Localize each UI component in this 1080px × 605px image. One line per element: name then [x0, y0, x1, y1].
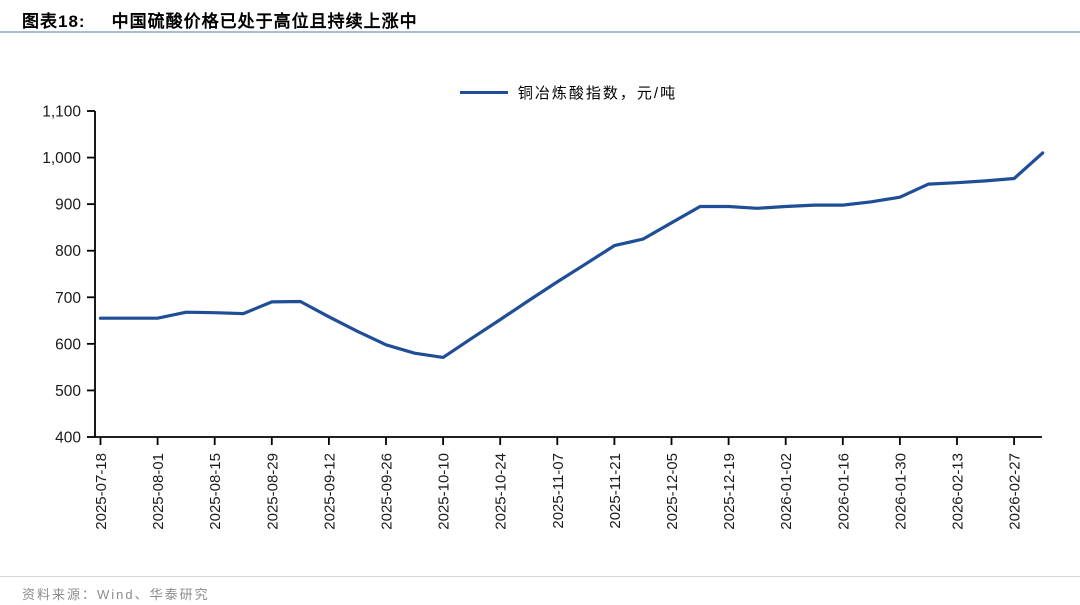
- figure-header: 图表18: 中国硫酸价格已处于高位且持续上涨中: [0, 0, 1080, 33]
- x-tick-label: 2026-01-16: [835, 453, 852, 530]
- y-tick-label: 700: [55, 290, 81, 307]
- y-tick-label: 900: [55, 197, 81, 214]
- x-tick-label: 2025-11-21: [607, 453, 624, 529]
- x-tick-label: 2025-07-18: [93, 453, 110, 530]
- x-tick-label: 2025-11-07: [550, 453, 567, 529]
- x-tick-label: 2026-02-27: [1007, 453, 1024, 530]
- title-underline: [0, 31, 1080, 33]
- y-tick-label: 600: [55, 336, 81, 353]
- x-tick-label: 2025-10-10: [436, 453, 453, 530]
- y-tick-label: 400: [55, 430, 81, 447]
- x-tick-label: 2025-08-15: [207, 453, 224, 530]
- figure-number: 图表18:: [22, 12, 86, 31]
- y-tick-label: 800: [55, 243, 81, 260]
- x-tick-label: 2026-01-02: [778, 453, 795, 530]
- x-tick-label: 2025-09-12: [321, 453, 338, 530]
- series-line: [98, 151, 1045, 359]
- x-tick-label: 2025-09-26: [379, 453, 396, 530]
- price-line-chart: 400 500 600 700 800 900 1,000 1,100 2025-07-18 20…: [42, 104, 1045, 530]
- chart-legend: 铜冶炼酸指数，元/吨: [95, 82, 1042, 103]
- page-title: 中国硫酸价格已处于高位且持续上涨中: [111, 12, 418, 31]
- figure-title-row: 图表18: 中国硫酸价格已处于高位且持续上涨中: [22, 7, 418, 32]
- y-tick-label: 1,000: [42, 150, 81, 167]
- figure-footer: 资料来源：Wind、华泰研究: [0, 576, 1080, 605]
- y-tick-label: 1,100: [42, 104, 81, 121]
- x-tick-label: 2025-08-29: [264, 453, 281, 530]
- x-tick-label: 2026-01-30: [892, 453, 909, 530]
- legend-line-swatch-icon: [459, 91, 508, 94]
- x-tick-label: 2025-10-24: [493, 453, 510, 530]
- x-tick-label: 2026-02-13: [950, 453, 967, 530]
- x-tick-label: 2025-12-19: [721, 453, 738, 530]
- x-tick-label: 2025-08-01: [150, 453, 167, 530]
- source-note: 资料来源：Wind、华泰研究: [22, 587, 210, 602]
- legend-label: 铜冶炼酸指数，元/吨: [517, 85, 678, 102]
- y-tick-label: 500: [55, 383, 81, 400]
- x-tick-label: 2025-12-05: [664, 453, 681, 530]
